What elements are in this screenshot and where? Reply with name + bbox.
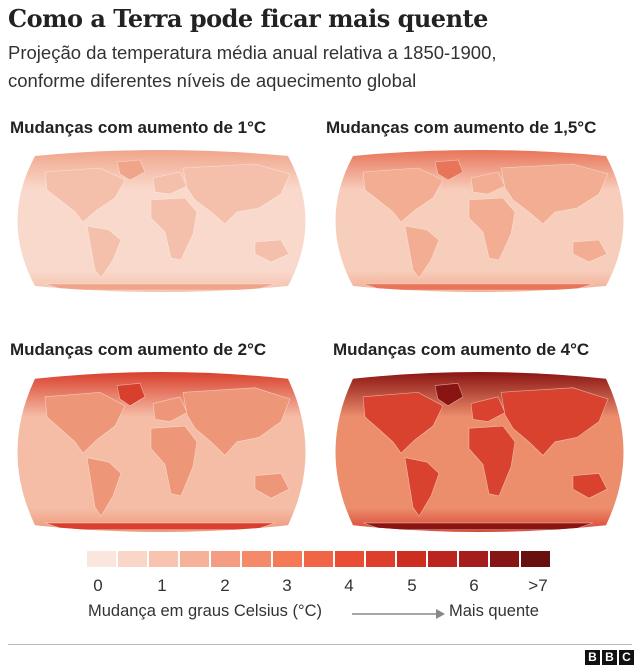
legend-swatch bbox=[118, 551, 147, 567]
continent-antarctica bbox=[362, 283, 594, 291]
legend-tick: 1 bbox=[157, 576, 167, 595]
legend-swatch bbox=[87, 551, 116, 567]
continent-south-america bbox=[404, 457, 440, 517]
map-title-2c: Mudanças com aumento de 2°C bbox=[10, 340, 267, 359]
legend-tick: >7 bbox=[528, 576, 548, 595]
continent-north-america bbox=[44, 167, 126, 223]
legend-tick: 4 bbox=[344, 576, 354, 595]
subtitle-line-2: conforme diferentes níveis de aqueciment… bbox=[8, 70, 417, 91]
legend-tick: 5 bbox=[407, 576, 417, 595]
legend-tick: 2 bbox=[220, 576, 230, 595]
map-title-1-5c: Mudanças com aumento de 1,5°C bbox=[326, 118, 597, 137]
continent-europe bbox=[152, 396, 188, 422]
continent-europe bbox=[152, 171, 188, 195]
continent-asia bbox=[182, 163, 291, 225]
continent-antarctica bbox=[44, 522, 276, 531]
continent-asia bbox=[182, 387, 291, 456]
legend-tick: 6 bbox=[469, 576, 479, 595]
continent-south-america bbox=[86, 225, 122, 279]
map-1c bbox=[17, 150, 306, 292]
legend-swatch bbox=[428, 551, 457, 567]
continent-greenland bbox=[434, 159, 464, 181]
continent-antarctica bbox=[44, 283, 276, 291]
continent-australia bbox=[572, 239, 608, 263]
divider bbox=[8, 644, 632, 645]
legend-swatch bbox=[242, 551, 271, 567]
legend-swatch bbox=[335, 551, 364, 567]
continent-australia bbox=[572, 473, 608, 499]
legend-swatch bbox=[490, 551, 519, 567]
legend-tick: 3 bbox=[282, 576, 292, 595]
page-title: Como a Terra pode ficar mais quente bbox=[8, 4, 488, 33]
continent-africa bbox=[150, 197, 198, 261]
continent-antarctica bbox=[362, 522, 594, 531]
continent-north-america bbox=[44, 391, 126, 454]
legend-tick: 0 bbox=[93, 576, 103, 595]
continent-africa bbox=[150, 425, 198, 497]
legend-swatch bbox=[397, 551, 426, 567]
continent-asia bbox=[500, 387, 609, 456]
continent-north-america bbox=[362, 167, 444, 223]
map-title-4c: Mudanças com aumento de 4°C bbox=[333, 340, 590, 359]
continent-south-america bbox=[404, 225, 440, 279]
continent-south-america bbox=[86, 457, 122, 517]
continent-greenland bbox=[116, 382, 146, 407]
legend-swatch bbox=[180, 551, 209, 567]
map-2c bbox=[17, 372, 306, 532]
continent-north-america bbox=[362, 391, 444, 454]
continent-africa bbox=[468, 425, 516, 497]
legend-axis-label: Mudança em graus Celsius (°C) bbox=[88, 602, 323, 620]
legend-swatch bbox=[211, 551, 240, 567]
legend-arrow-label: Mais quente bbox=[449, 602, 539, 620]
continent-asia bbox=[500, 163, 609, 225]
legend-swatch bbox=[149, 551, 178, 567]
continent-greenland bbox=[434, 382, 464, 407]
legend-swatch bbox=[521, 551, 550, 567]
legend-swatch bbox=[273, 551, 302, 567]
continent-africa bbox=[468, 197, 516, 261]
map-title-1c: Mudanças com aumento de 1°C bbox=[10, 118, 267, 137]
continent-australia bbox=[254, 473, 290, 499]
subtitle-line-1: Projeção da temperatura média anual rela… bbox=[8, 42, 497, 63]
map-1-5c bbox=[335, 150, 624, 292]
continent-australia bbox=[254, 239, 290, 263]
arrow-right-icon bbox=[352, 609, 445, 619]
legend-swatch bbox=[366, 551, 395, 567]
continent-europe bbox=[470, 171, 506, 195]
color-scale-legend bbox=[87, 551, 550, 567]
map-4c bbox=[335, 372, 624, 532]
continent-europe bbox=[470, 396, 506, 422]
legend-swatch bbox=[459, 551, 488, 567]
continent-greenland bbox=[116, 159, 146, 181]
legend-swatch bbox=[304, 551, 333, 567]
